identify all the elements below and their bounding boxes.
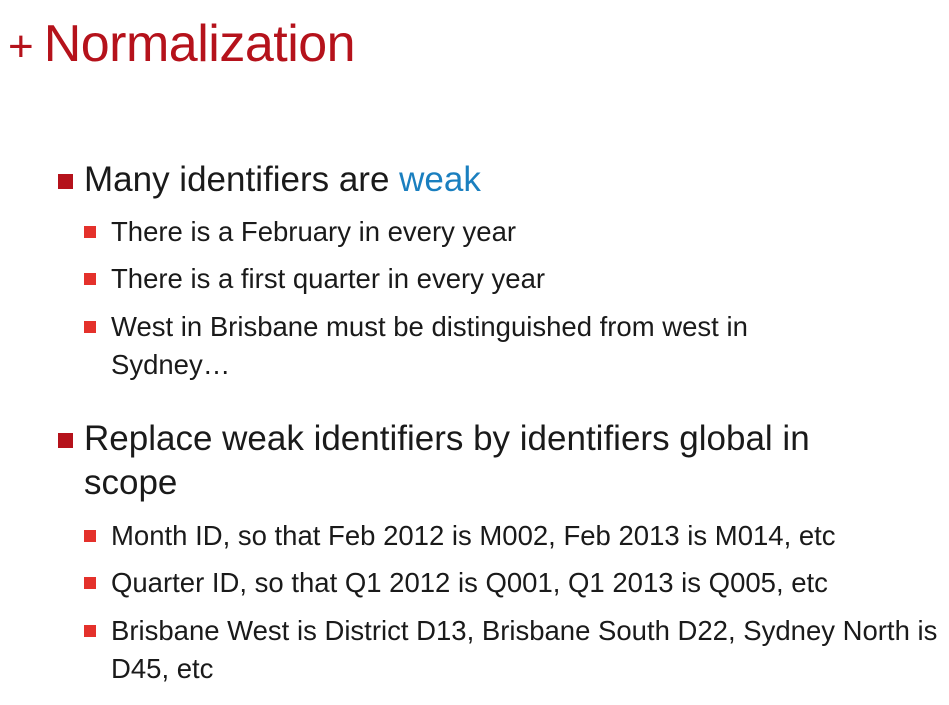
sub-bullet-text: Quarter ID, so that Q1 2012 is Q001, Q1 … (111, 567, 828, 598)
sub-bullet-quarter-id: Quarter ID, so that Q1 2012 is Q001, Q1 … (84, 564, 944, 602)
sub-bullet-text: Brisbane West is District D13, Brisbane … (111, 615, 938, 684)
slide-title: + Normalization (8, 15, 356, 73)
bullet-text: Many identifiers are weak (84, 158, 481, 202)
sub-bullet-month-id: Month ID, so that Feb 2012 is M002, Feb … (84, 517, 944, 555)
bullet-text: Replace weak identifiers by identifiers … (84, 419, 810, 502)
sub-bullet-brisbane-west: Brisbane West is District D13, Brisbane … (84, 612, 944, 688)
square-bullet-icon (84, 226, 96, 238)
square-bullet-icon (58, 433, 73, 448)
sub-bullet-first-quarter: There is a first quarter in every year (84, 260, 944, 298)
square-bullet-icon (84, 321, 96, 333)
sub-bullet-text: Month ID, so that Feb 2012 is M002, Feb … (111, 520, 836, 551)
sub-bullet-february: There is a February in every year (84, 213, 944, 251)
bullet-weak-identifiers: Many identifiers are weak (58, 158, 918, 202)
bullet-text-before: Many identifiers are (84, 160, 400, 199)
square-bullet-icon (84, 577, 96, 589)
square-bullet-icon (84, 530, 96, 542)
sub-bullet-west-brisbane: West in Brisbane must be distinguished f… (84, 308, 824, 384)
bullet-replace-weak-identifiers: Replace weak identifiers by identifiers … (58, 417, 858, 505)
sub-bullet-text: There is a first quarter in every year (111, 263, 546, 294)
sub-bullet-text: There is a February in every year (111, 216, 517, 247)
square-bullet-icon (84, 625, 96, 637)
square-bullet-icon (58, 174, 73, 189)
bullet-text-accent: weak (399, 160, 481, 199)
title-text: Normalization (43, 15, 356, 73)
square-bullet-icon (84, 273, 96, 285)
title-plus-sign: + (8, 22, 34, 71)
sub-bullet-text: West in Brisbane must be distinguished f… (111, 311, 748, 380)
